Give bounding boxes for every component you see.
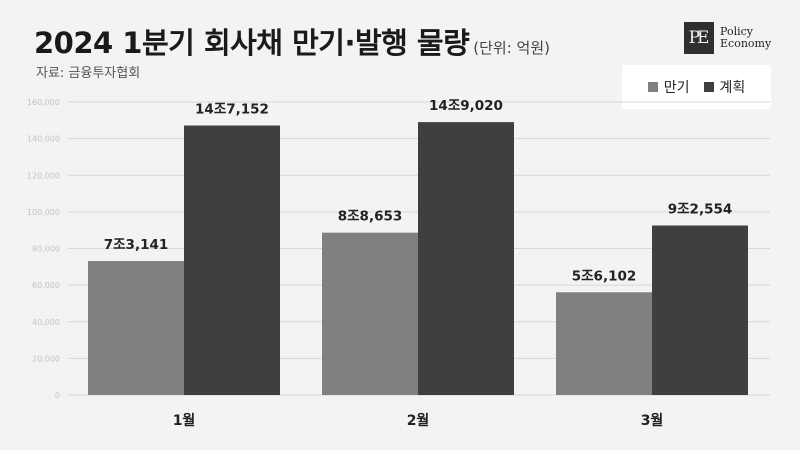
unit-label: (단위: 억원) bbox=[473, 39, 551, 57]
data-label: 7조3,141 bbox=[104, 237, 169, 253]
bar-maturity bbox=[556, 292, 652, 395]
bar-maturity bbox=[88, 261, 184, 395]
bar-plan bbox=[418, 122, 514, 396]
data-label: 14조9,020 bbox=[429, 98, 503, 114]
y-tick-label: 80,000 bbox=[32, 245, 60, 254]
bar-maturity bbox=[322, 232, 418, 395]
legend-label-maturity: 만기 bbox=[663, 80, 690, 96]
x-category-label: 3월 bbox=[641, 412, 664, 429]
logo-line-2: Economy bbox=[720, 37, 772, 50]
source-note: 자료: 금융투자협회 bbox=[36, 66, 141, 81]
y-tick-label: 140,000 bbox=[27, 135, 60, 144]
logo-line-1: Policy bbox=[720, 25, 753, 38]
legend-swatch-plan bbox=[703, 82, 714, 92]
logo-mark-icon: PE bbox=[684, 22, 714, 54]
logo-wordmark: Policy Economy bbox=[720, 26, 771, 50]
data-label: 8조8,653 bbox=[338, 209, 403, 225]
y-tick-label: 100,000 bbox=[27, 208, 60, 217]
x-category-label: 1월 bbox=[173, 412, 196, 429]
bar-plan bbox=[184, 125, 280, 396]
y-tick-label: 0 bbox=[55, 391, 60, 400]
y-tick-label: 120,000 bbox=[27, 171, 60, 180]
data-label: 9조2,554 bbox=[668, 202, 733, 218]
legend-swatch-maturity bbox=[647, 82, 658, 92]
legend-label-plan: 계획 bbox=[719, 80, 746, 96]
brand-logo: PE Policy Economy bbox=[684, 21, 771, 55]
y-tick-label: 20,000 bbox=[32, 354, 60, 363]
data-label: 14조7,152 bbox=[195, 102, 269, 118]
x-category-label: 2월 bbox=[407, 412, 430, 429]
chart-title: 2024 1분기 회사채 만기·발행 물량 (단위: 억원) bbox=[34, 20, 550, 62]
legend-item-maturity: 만기 bbox=[647, 77, 690, 97]
y-tick-label: 160,000 bbox=[27, 98, 60, 107]
title-text: 2024 1분기 회사채 만기·발행 물량 bbox=[34, 26, 470, 60]
bar-plan bbox=[652, 225, 748, 395]
data-label: 5조6,102 bbox=[572, 268, 637, 284]
y-tick-label: 60,000 bbox=[32, 281, 60, 290]
y-tick-label: 40,000 bbox=[32, 318, 60, 327]
legend-item-plan: 계획 bbox=[703, 77, 746, 97]
